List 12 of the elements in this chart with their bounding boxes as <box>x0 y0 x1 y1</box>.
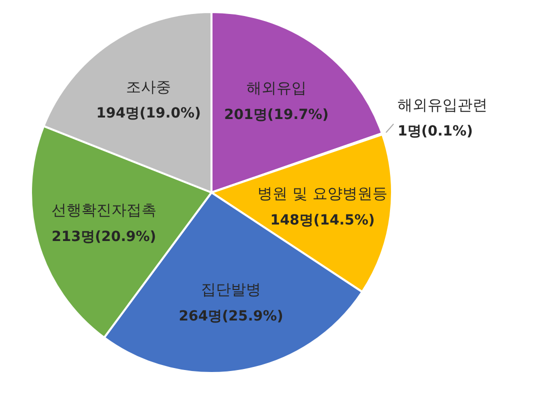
slice-label: 선행확진자접촉 <box>51 201 156 220</box>
data-label: 201명(19.7%) <box>224 106 329 123</box>
slice-label: 병원 및 요양병원등 <box>258 184 388 203</box>
slice-label: 집단발병 <box>201 280 262 299</box>
data-label: 1명(0.1%) <box>398 124 473 140</box>
data-label: 148명(14.5%) <box>270 212 375 228</box>
data-label: 194명(19.0%) <box>96 106 201 122</box>
slice-label: 해외유입관련 <box>398 96 488 114</box>
data-label: 213명(20.9%) <box>52 228 156 245</box>
slice-label: 해외유입 <box>246 79 306 98</box>
data-label: 264명(25.9%) <box>178 308 284 324</box>
slice-label: 조사중 <box>126 78 172 96</box>
